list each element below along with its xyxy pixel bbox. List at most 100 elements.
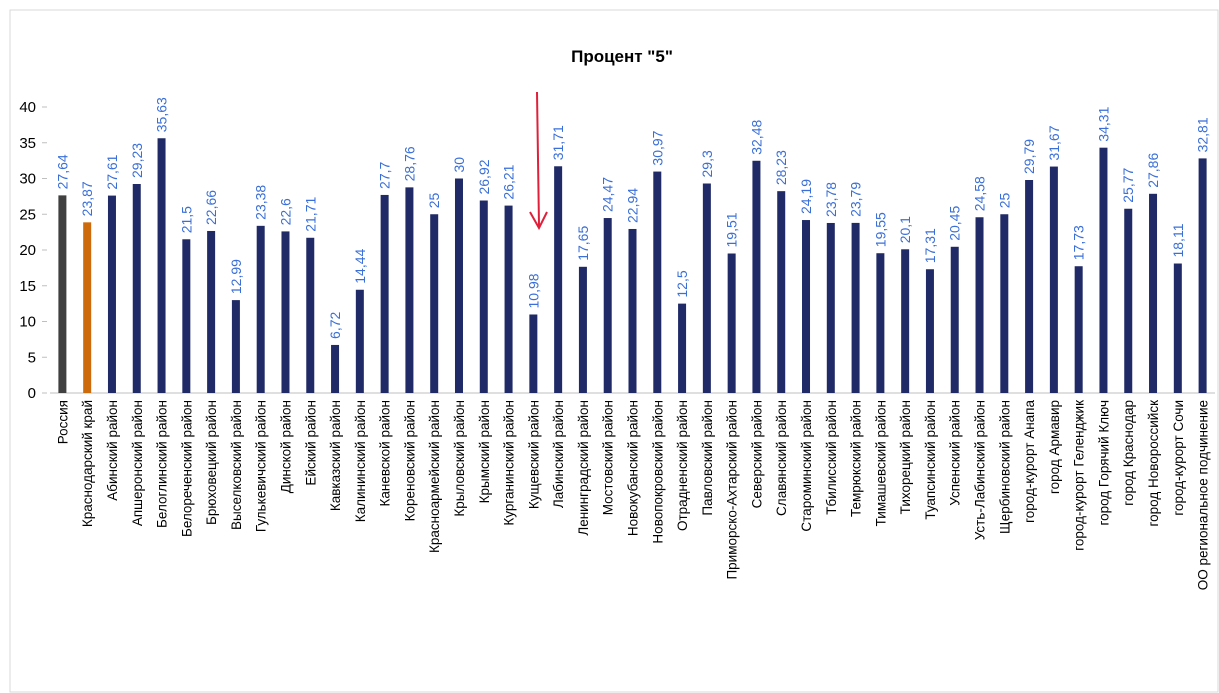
value-label: 30,97 [649,130,665,165]
bar [1000,214,1009,393]
x-tick-label: Динской район [278,400,293,493]
bar [653,171,662,393]
x-tick-label: Россия [55,400,70,444]
bar [157,138,166,393]
x-tick-label: город Краснодар [1121,400,1136,506]
x-tick-label: город Армавир [1047,400,1062,494]
x-tick-label: Выселковский район [229,400,244,530]
x-tick-label: Северский район [749,400,764,508]
value-label: 28,23 [773,150,789,185]
chart-title: Процент "5" [571,47,673,66]
bar [182,239,191,393]
value-label: 35,63 [154,97,170,132]
y-tick-label: 5 [28,349,36,366]
value-label: 24,47 [600,177,616,212]
bar [876,253,885,393]
bar [132,184,141,393]
x-tick-label: Отрадненский район [675,400,690,531]
bar [504,205,513,393]
y-tick-label: 15 [19,278,36,295]
bar [58,195,67,393]
value-label: 27,61 [104,154,120,189]
x-tick-label: Курганинский район [502,400,517,526]
bar [430,214,439,393]
value-label: 29,3 [699,150,715,177]
bar [727,253,736,393]
x-tick-label: Белоглинский район [155,400,170,528]
value-label: 17,31 [922,228,938,263]
value-label: 24,19 [798,179,814,214]
x-tick-label: Ленинградский район [576,400,591,536]
bar [231,300,240,393]
y-tick-label: 35 [19,135,36,152]
bar [529,314,538,393]
bar [777,191,786,393]
x-tick-label: Ейский район [303,400,318,486]
value-label: 6,72 [327,311,343,338]
bar [851,222,860,393]
bar [628,228,637,393]
y-tick-label: 30 [19,171,36,188]
value-label: 29,79 [1021,139,1037,174]
value-label: 12,99 [228,259,244,294]
x-tick-label: Гулькевичский район [254,400,269,532]
x-tick-label: Каневской район [378,400,393,506]
x-tick-label: город-курорт Сочи [1171,400,1186,516]
bar [83,222,92,393]
bar [678,303,687,393]
value-label: 25 [426,192,442,208]
bar [1099,147,1108,393]
bar [331,344,340,393]
value-label: 25 [996,192,1012,208]
value-label: 20,45 [947,206,963,241]
value-label: 26,21 [501,164,517,199]
bar [1173,263,1182,393]
value-label: 12,5 [674,270,690,297]
value-label: 29,23 [129,143,145,178]
value-label: 27,64 [54,154,70,189]
x-tick-label: Брюховецкий район [204,400,219,525]
x-tick-label: Новопокровский район [650,400,665,544]
bar [802,220,811,393]
bar [975,217,984,393]
x-tick-label: Успенский район [948,400,963,506]
x-tick-label: город-курорт Анапа [1022,400,1037,523]
value-label: 10,98 [525,273,541,308]
x-tick-label: Абинский район [105,400,120,501]
value-label: 28,76 [401,146,417,181]
x-tick-label: Новокубанский район [626,400,641,536]
value-label: 34,31 [1095,106,1111,141]
x-tick-label: город Горячий Ключ [1096,400,1111,526]
value-label: 25,77 [1120,167,1136,202]
chart-border [9,9,1219,693]
bar [1198,158,1207,393]
x-tick-label: Староминский район [799,400,814,532]
value-label: 30 [451,157,467,173]
bar [380,194,389,393]
value-label: 31,71 [550,125,566,160]
y-tick-label: 20 [19,242,36,259]
x-tick-label: Славянский район [774,400,789,516]
x-tick-label: Краснодарский край [80,400,95,527]
value-label: 19,55 [872,212,888,247]
bar [207,230,216,393]
x-tick-label: Туапсинский район [923,400,938,520]
x-tick-label: Темрюкский район [849,400,864,517]
value-label: 23,38 [253,185,269,220]
value-label: 20,1 [897,216,913,243]
bar [925,269,934,393]
bar [1049,166,1058,393]
x-tick-label: Кущевский район [526,400,541,509]
bar [281,231,290,393]
bar [950,246,959,393]
bar [901,249,910,393]
value-label: 23,79 [848,182,864,217]
x-tick-label: Крымский район [477,400,492,503]
value-label: 27,7 [377,161,393,188]
value-label: 19,51 [724,212,740,247]
bar [1149,193,1158,393]
bar [603,218,612,393]
x-tick-label: Усть-Лабинский район [973,400,988,540]
x-tick-label: Кавказский район [328,400,343,511]
value-label: 21,5 [178,206,194,233]
